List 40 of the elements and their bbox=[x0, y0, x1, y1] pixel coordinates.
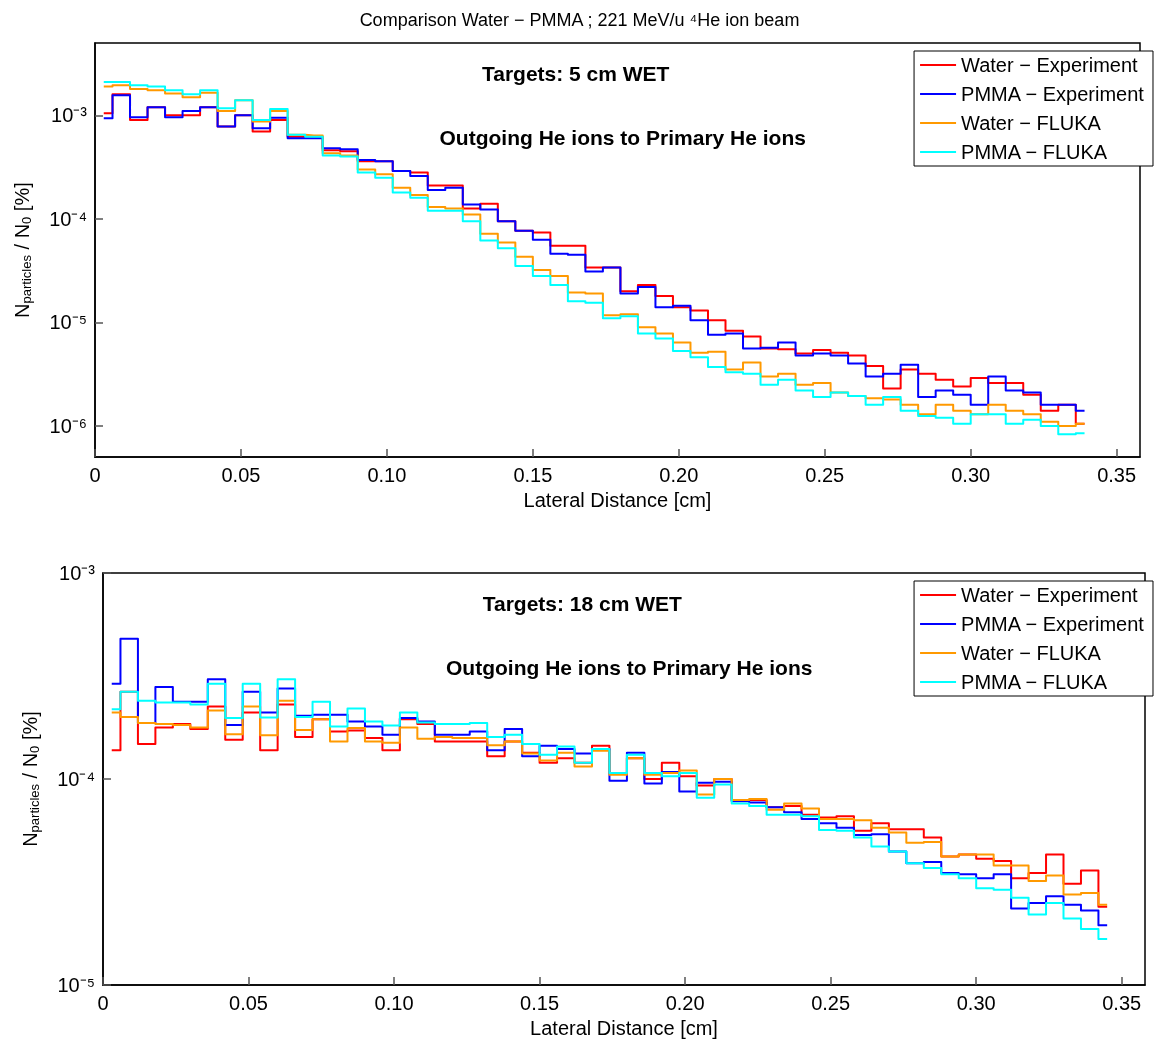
annotation: Outgoing He ions to Primary He ions bbox=[439, 125, 806, 149]
x-tick-label: 0 bbox=[89, 464, 101, 487]
legend-label: Water − FLUKA bbox=[961, 642, 1102, 664]
x-axis-title: Lateral Distance [cm] bbox=[530, 1016, 718, 1039]
x-tick-label: 0.10 bbox=[374, 992, 414, 1014]
legend-label: PMMA − Experiment bbox=[961, 83, 1145, 105]
legend-label: Water − Experiment bbox=[961, 584, 1139, 606]
legend-label: Water − FLUKA bbox=[961, 112, 1102, 134]
y-tick-label: 10⁻³ bbox=[51, 104, 88, 127]
y-axis-title: Nparticles / N0 [%] bbox=[10, 182, 34, 318]
legend-label: Water − Experiment bbox=[961, 54, 1139, 76]
y-tick-label: 10⁻³ bbox=[59, 562, 96, 584]
y-tick-label: 10⁻⁴ bbox=[57, 768, 95, 790]
y-tick-label: 10⁻⁵ bbox=[49, 311, 87, 334]
legend-label: PMMA − Experiment bbox=[961, 613, 1145, 635]
chart-title: Comparison Water − PMMA ; 221 MeV/u ⁴He ion beam bbox=[359, 10, 800, 30]
x-tick-label: 0.05 bbox=[221, 464, 261, 487]
annotation: Targets: 5 cm WET bbox=[481, 61, 670, 85]
x-tick-label: 0.30 bbox=[951, 464, 991, 487]
x-tick-label: 0.35 bbox=[1097, 464, 1137, 487]
y-tick-label: 10⁻⁵ bbox=[57, 974, 95, 996]
x-tick-label: 0.05 bbox=[229, 992, 268, 1014]
annotation: Outgoing He ions to Primary He ions bbox=[446, 655, 813, 679]
x-axis-title: Lateral Distance [cm] bbox=[523, 489, 712, 511]
x-tick-label: 0.15 bbox=[520, 992, 560, 1014]
x-tick-label: 0.15 bbox=[513, 464, 553, 487]
x-tick-label: 0 bbox=[97, 992, 109, 1014]
y-tick-label: 10⁻⁴ bbox=[49, 207, 87, 230]
legend-label: PMMA − FLUKA bbox=[961, 141, 1108, 163]
x-tick-label: 0.25 bbox=[811, 992, 851, 1014]
y-axis-title: Nparticles / N0 [%] bbox=[18, 711, 42, 847]
x-tick-label: 0.20 bbox=[665, 992, 705, 1014]
x-tick-label: 0.35 bbox=[1102, 992, 1142, 1014]
x-tick-label: 0.25 bbox=[805, 464, 845, 487]
x-tick-label: 0.30 bbox=[956, 992, 996, 1014]
y-tick-label: 10⁻⁶ bbox=[49, 414, 87, 437]
x-tick-label: 0.20 bbox=[659, 464, 699, 487]
x-tick-label: 0.10 bbox=[367, 464, 407, 487]
annotation: Targets: 18 cm WET bbox=[482, 591, 683, 615]
legend-label: PMMA − FLUKA bbox=[961, 671, 1108, 693]
